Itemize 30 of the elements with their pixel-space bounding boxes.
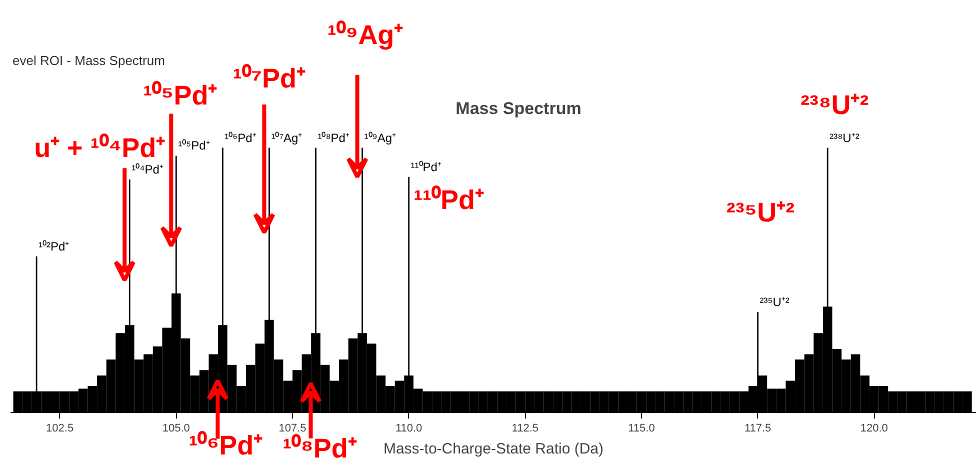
x-tick-label: 117.5 bbox=[744, 422, 772, 434]
annotation: ¹¹⁰Pd⁺ bbox=[410, 160, 442, 174]
annotation: ¹⁰⁷Pd⁺ bbox=[232, 63, 306, 94]
annotation: ¹⁰⁹Ag⁺ bbox=[327, 20, 404, 50]
annotation: ¹⁰⁵Pd⁺ bbox=[143, 80, 218, 111]
annotation: ¹⁰⁴Pd⁺ bbox=[132, 162, 164, 177]
annotation: ²³⁵U⁺² bbox=[760, 294, 790, 309]
annotation: ¹⁰⁸Pd⁺ bbox=[282, 433, 357, 464]
annotation: ²³⁵U⁺² bbox=[726, 198, 795, 228]
annotation: ¹⁰⁶Pd⁺ bbox=[224, 130, 256, 145]
annotation: ²³⁸U⁺² bbox=[800, 90, 869, 120]
annotation: ¹⁰⁵Pd⁺ bbox=[178, 138, 210, 153]
x-tick-label: 115.0 bbox=[628, 422, 655, 434]
annotation: ¹⁰⁷Ag⁺ bbox=[271, 130, 302, 145]
x-tick-label: 120.0 bbox=[860, 422, 888, 434]
annotation: ¹⁰⁸Pd⁺ bbox=[318, 130, 350, 145]
x-tick-label: 102.5 bbox=[46, 422, 74, 434]
x-tick-label: 110.0 bbox=[395, 422, 422, 434]
text: evel ROI - Mass Spectrum bbox=[12, 53, 165, 68]
annotation: ¹⁰²Pd⁺ bbox=[38, 239, 70, 254]
annotation: ²³⁸U⁺² bbox=[830, 130, 860, 145]
annotation: ¹⁰⁹Ag⁺ bbox=[364, 130, 396, 145]
x-axis-title: Mass-to-Charge-State Ratio (Da) bbox=[383, 440, 604, 458]
annotation: ¹⁰⁶Pd⁺ bbox=[188, 430, 263, 461]
x-tick-label: 105.0 bbox=[162, 422, 190, 434]
x-tick-label: 107.5 bbox=[278, 422, 306, 434]
chart-title: Mass Spectrum bbox=[456, 99, 582, 118]
annotation: u⁺ + ¹⁰⁴Pd⁺ bbox=[34, 133, 166, 164]
x-tick-label: 112.5 bbox=[512, 422, 539, 434]
annotation: ¹¹⁰Pd⁺ bbox=[414, 184, 484, 215]
